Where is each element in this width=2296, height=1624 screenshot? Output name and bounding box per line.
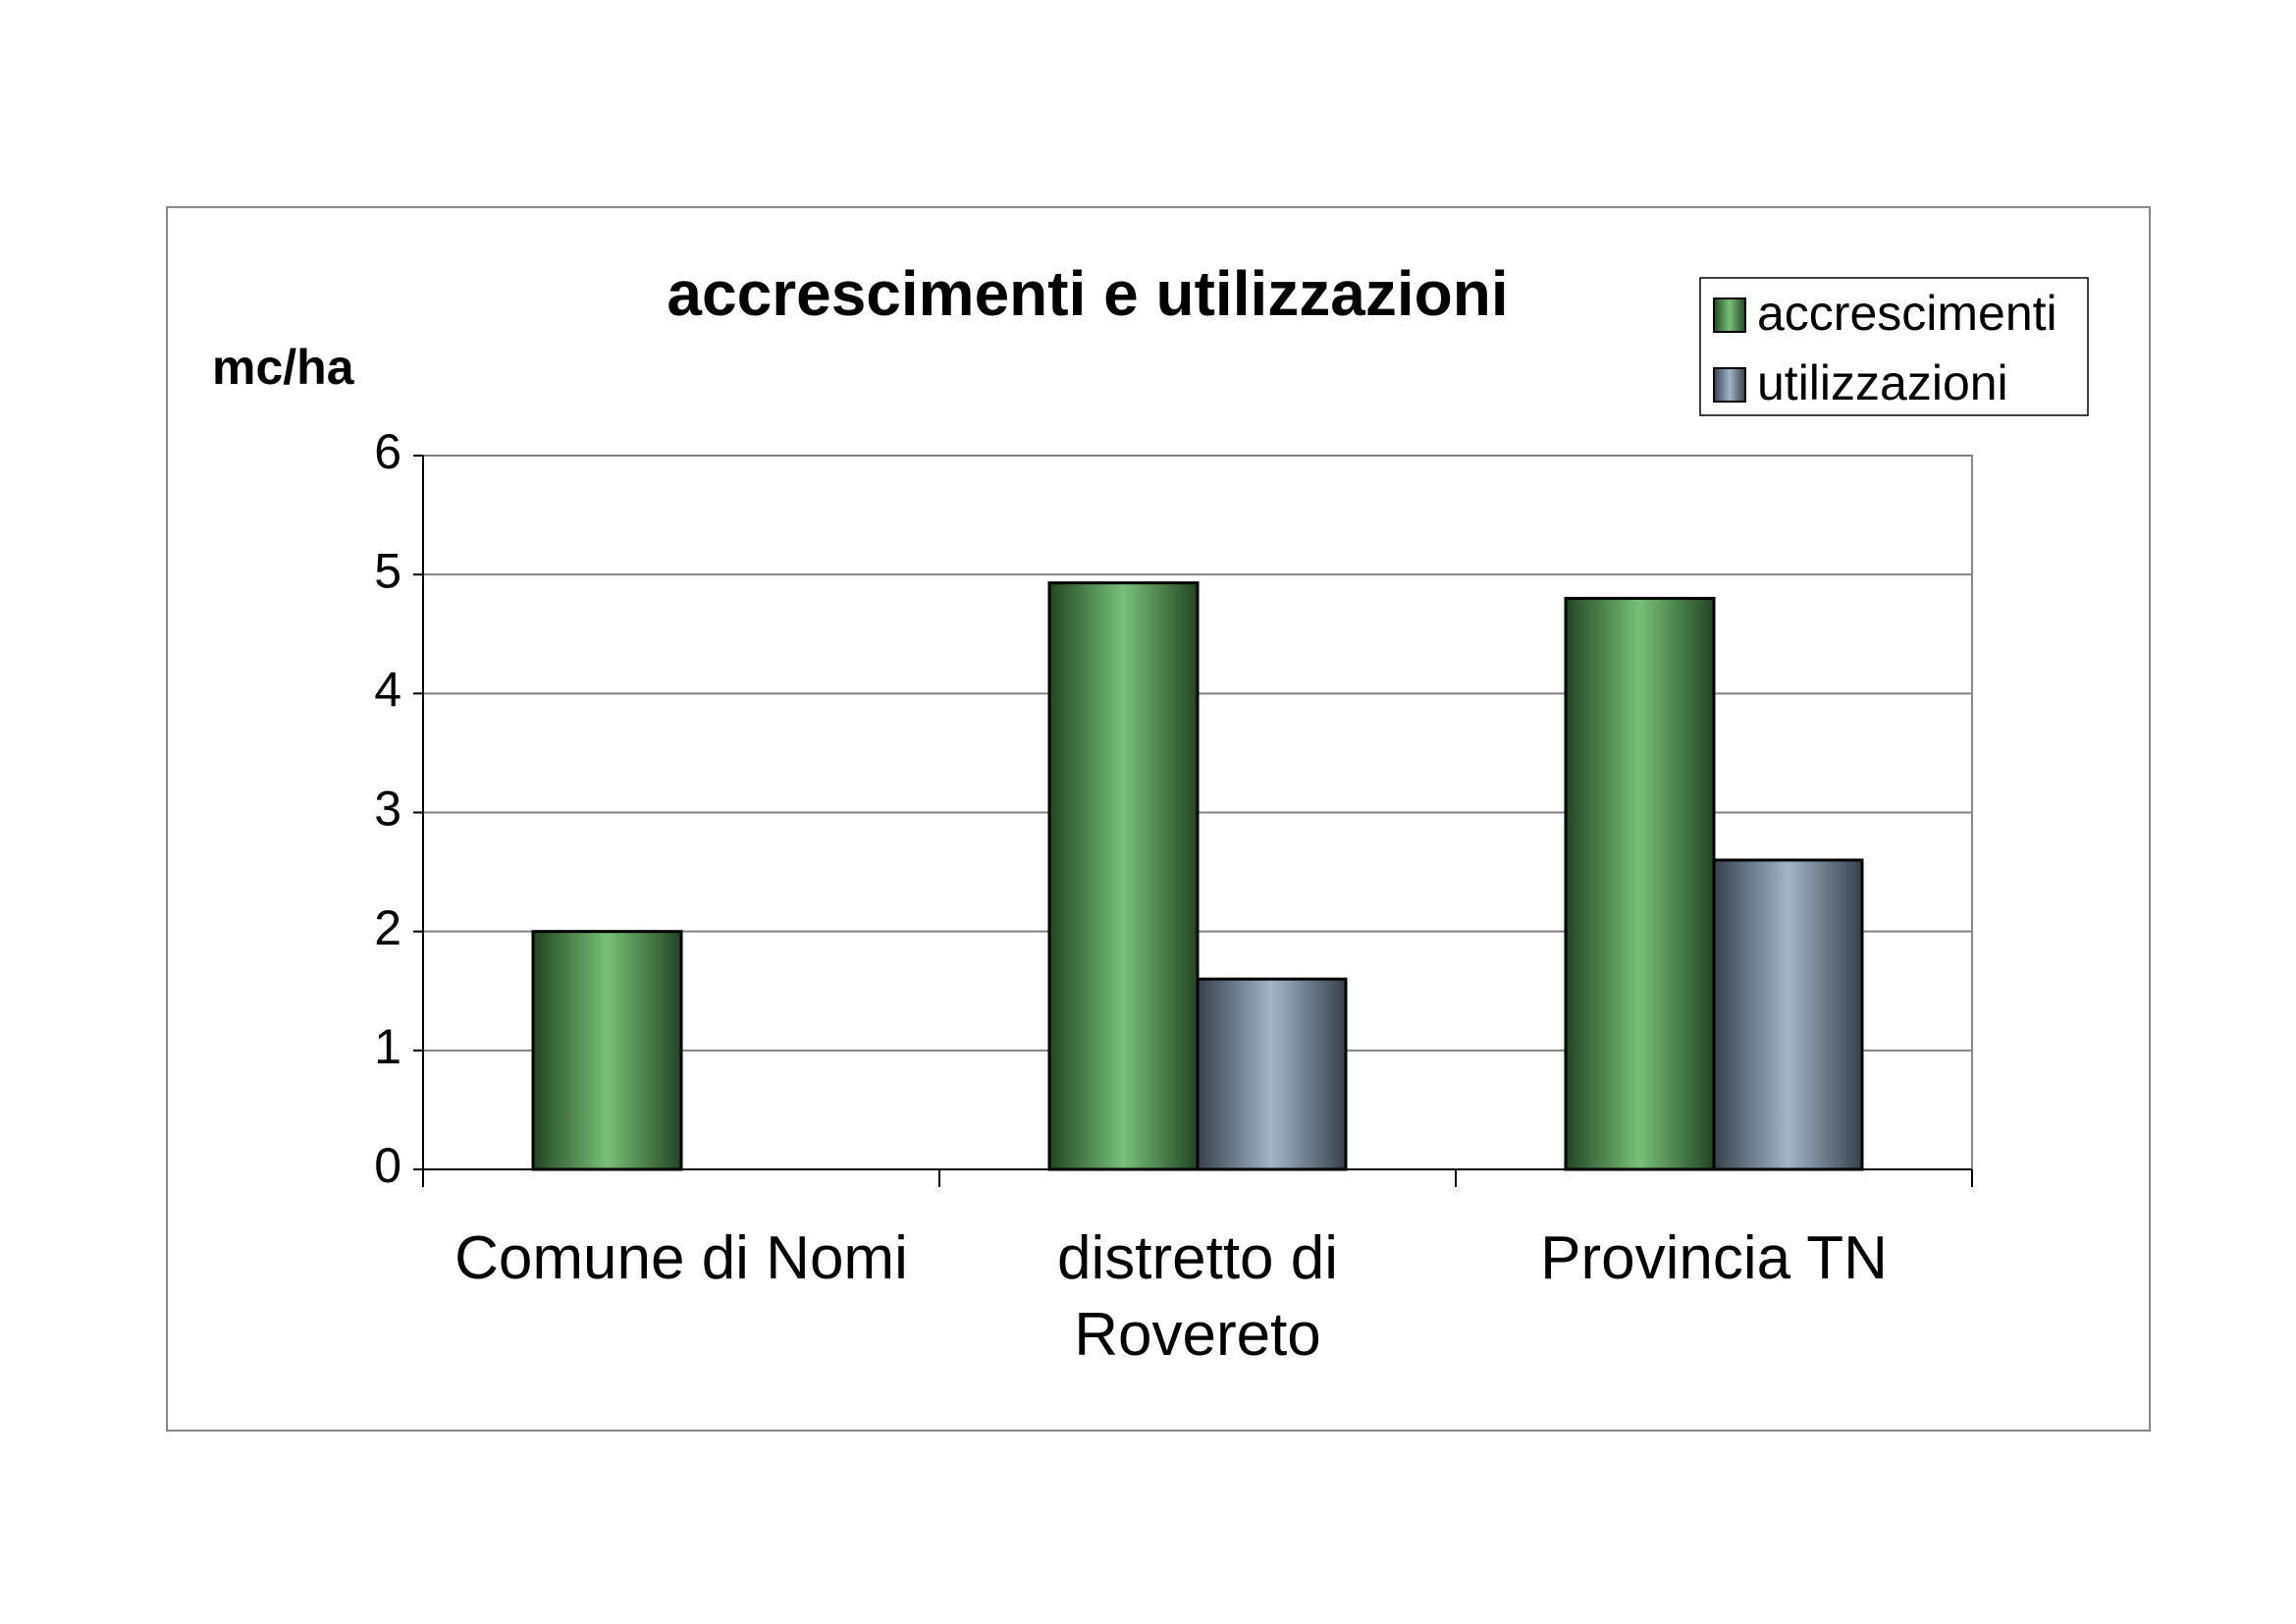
y-tick-label: 5 — [374, 543, 401, 598]
bar — [1196, 977, 1348, 1171]
y-tick-label: 4 — [374, 663, 401, 718]
bar — [1712, 858, 1864, 1171]
x-tick-label: Comune di Nomi — [454, 1224, 908, 1292]
y-tick-label: 2 — [374, 900, 401, 955]
bar — [1564, 596, 1716, 1171]
y-tick-label: 0 — [374, 1138, 401, 1193]
y-axis-label: mc/ha — [212, 340, 355, 395]
bar — [1047, 581, 1200, 1171]
y-tick-label: 1 — [374, 1019, 401, 1074]
legend-swatch — [1713, 298, 1746, 333]
y-tick-label: 6 — [374, 424, 401, 479]
x-tick-label: distretto di Rovereto — [1056, 1224, 1339, 1369]
chart-title: accrescimenti e utilizzazioni — [667, 258, 1508, 329]
legend-frame — [1699, 277, 2089, 416]
y-tick-label: 3 — [374, 782, 401, 837]
bar — [531, 930, 683, 1171]
legend-swatch — [1713, 367, 1746, 403]
legend-label: accrescimenti — [1757, 286, 2057, 341]
legend-label: utilizzazioni — [1757, 355, 2008, 410]
x-tick-label: Provincia TN — [1540, 1224, 1888, 1292]
